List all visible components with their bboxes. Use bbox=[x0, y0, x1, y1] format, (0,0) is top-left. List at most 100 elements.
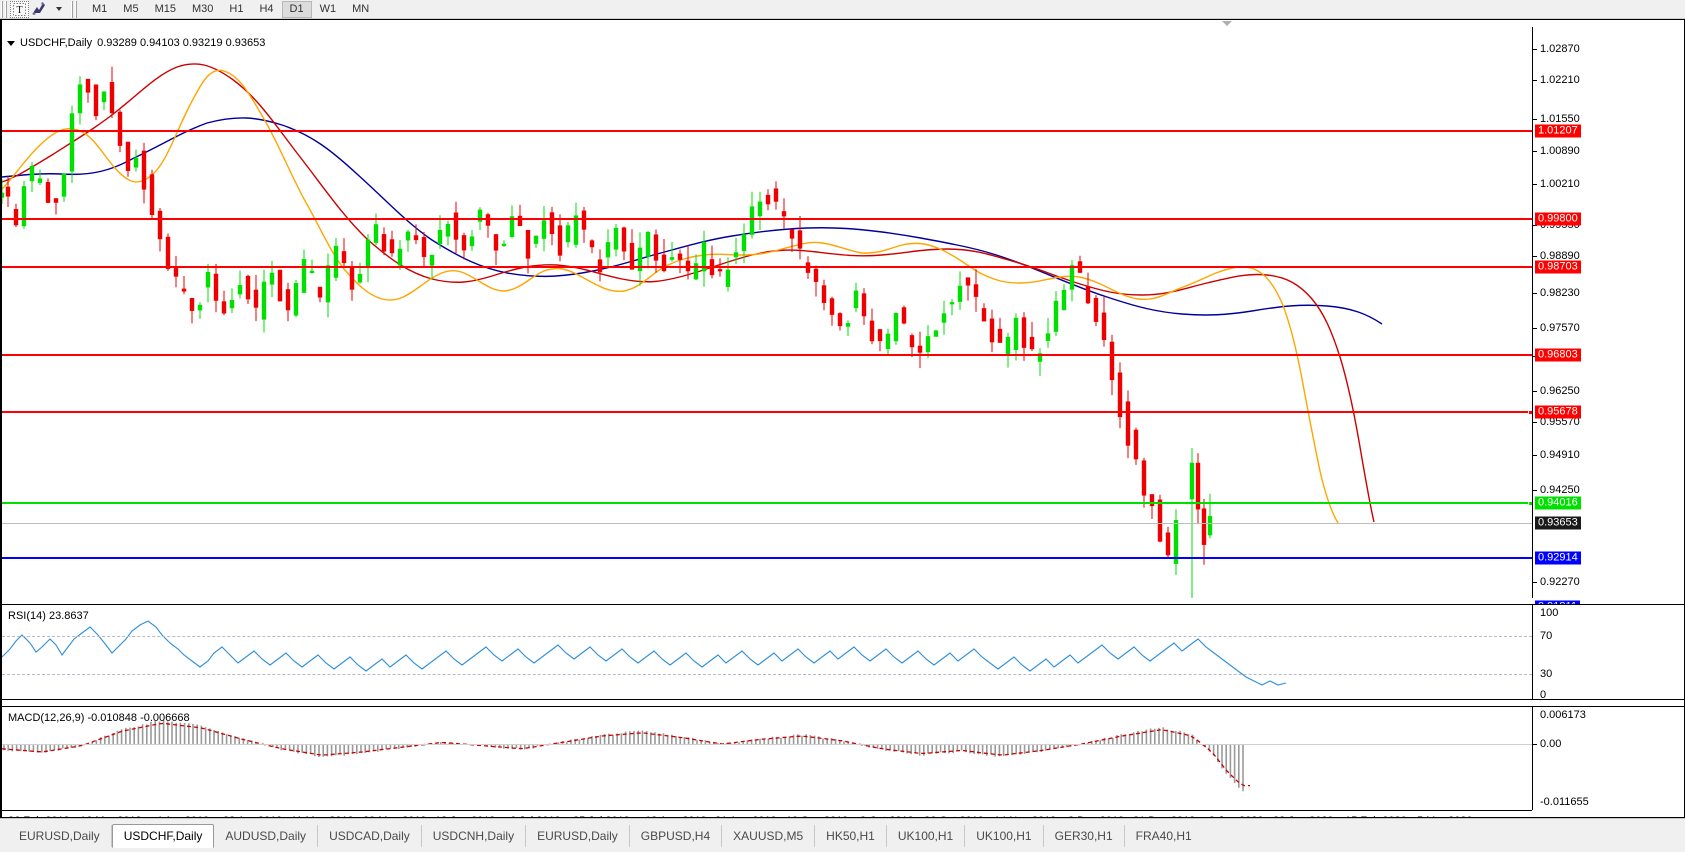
timeframe-button-h1[interactable]: H1 bbox=[229, 3, 244, 15]
rsi-plot-area[interactable] bbox=[2, 605, 1532, 699]
price-tick-label: 0.94250 bbox=[1540, 484, 1580, 496]
timeframe-button-mn[interactable]: MN bbox=[352, 3, 370, 15]
timeframe-button-h4[interactable]: H4 bbox=[259, 3, 274, 15]
candle-body bbox=[221, 301, 227, 314]
level-line-0-94016[interactable] bbox=[2, 502, 1532, 504]
price-level-chip-support[interactable]: 0.92914 bbox=[1535, 551, 1581, 565]
macd-axis[interactable]: 0.006173 0.00 -0.011655 bbox=[1532, 707, 1684, 810]
chart-tab-uk100-h1-10[interactable]: UK100,H1 bbox=[965, 825, 1044, 847]
level-line-1-01207[interactable] bbox=[2, 130, 1532, 132]
chart-tab-ger30-h1-11[interactable]: GER30,H1 bbox=[1044, 825, 1125, 847]
date-tick-label: 9 Jan 2020 bbox=[1209, 815, 1263, 817]
price-tick-mark bbox=[1533, 582, 1537, 583]
candle-body bbox=[53, 198, 59, 203]
timeframe-button-m5[interactable]: M5 bbox=[123, 3, 139, 15]
chart-tab-usdchf-daily-1[interactable]: USDCHF,Daily bbox=[111, 824, 215, 848]
ma-fast-line bbox=[2, 69, 1339, 524]
timeframe-drag-handle[interactable] bbox=[71, 0, 78, 18]
macd-plot-area[interactable] bbox=[2, 707, 1532, 810]
level-line-0-92914[interactable] bbox=[2, 557, 1532, 559]
toolbar-drag-handle[interactable] bbox=[1, 0, 8, 18]
price-level-chip-support[interactable]: 0.94016 bbox=[1535, 496, 1581, 510]
indicators-dropdown-button[interactable] bbox=[48, 1, 67, 18]
date-tick-label: 8 Oct 2019 bbox=[860, 815, 914, 817]
candle-body bbox=[733, 252, 739, 258]
chart-tab-usdcad-daily-3[interactable]: USDCAD,Daily bbox=[318, 825, 422, 847]
chart-tab-uk100-h1-9[interactable]: UK100,H1 bbox=[887, 825, 966, 847]
level-line-handle[interactable] bbox=[1528, 501, 1532, 506]
level-line-0-93653[interactable] bbox=[2, 523, 1532, 524]
price-level-chip-resistance[interactable]: 0.96803 bbox=[1535, 348, 1581, 362]
rsi-axis[interactable]: 100 70 30 0 bbox=[1532, 605, 1684, 701]
chart-tab-fra40-h1-12[interactable]: FRA40,H1 bbox=[1135, 829, 1192, 843]
chart-tab-audusd-daily-2[interactable]: AUDUSD,Daily bbox=[214, 825, 319, 847]
rsi-indicator-label[interactable]: RSI(14) 23.8637 bbox=[8, 610, 89, 622]
candle-body bbox=[141, 150, 147, 190]
candle-body bbox=[381, 234, 387, 252]
level-line-0-98703[interactable] bbox=[2, 266, 1532, 268]
macd-tick-label: 0.006173 bbox=[1540, 709, 1586, 721]
rsi-tick-label: 100 bbox=[1540, 607, 1559, 619]
indicators-tool-button[interactable] bbox=[29, 1, 48, 18]
candle-body bbox=[685, 260, 691, 272]
candle-body bbox=[101, 91, 107, 103]
collapse-triangle-icon[interactable] bbox=[7, 40, 15, 46]
candle-body bbox=[1101, 312, 1107, 341]
candle-body bbox=[885, 333, 891, 350]
price-level-chip-resistance[interactable]: 0.98703 bbox=[1535, 260, 1581, 274]
date-axis[interactable]: 26 Feb 2019 16 Mar 2019 4 Apr 2019 23 Apr 2… bbox=[2, 810, 1532, 817]
svg-text:T: T bbox=[16, 5, 22, 16]
date-tick-label: 16 Mar 2019 bbox=[80, 815, 142, 817]
chart-scroll-area[interactable] bbox=[4, 20, 1684, 27]
candle-body bbox=[309, 270, 315, 273]
price-plot-area[interactable] bbox=[2, 27, 1532, 598]
price-tick-label: 0.94910 bbox=[1540, 449, 1580, 461]
candle-body bbox=[1029, 336, 1035, 350]
chart-tab-gbpusd-h4-6[interactable]: GBPUSD,H4 bbox=[630, 825, 723, 847]
crosshair-text-tool-button[interactable]: T bbox=[10, 0, 29, 18]
price-pane: 1.028701.022101.015501.008901.002100.995… bbox=[2, 27, 1684, 626]
candle-body bbox=[21, 186, 27, 227]
price-tick-label: 0.98230 bbox=[1540, 287, 1580, 299]
level-line-0-96803[interactable] bbox=[2, 354, 1532, 356]
price-level-chip-last-price[interactable]: 0.93653 bbox=[1535, 516, 1581, 530]
candle-body bbox=[125, 141, 131, 171]
candle-body bbox=[229, 299, 235, 309]
price-level-chip-resistance[interactable]: 0.99800 bbox=[1535, 212, 1581, 226]
candle-body bbox=[357, 273, 363, 283]
level-line-handle[interactable] bbox=[1528, 410, 1532, 415]
candle-body bbox=[301, 259, 307, 293]
candle-body bbox=[1085, 286, 1091, 304]
candle-body bbox=[1013, 317, 1019, 351]
price-level-chip-resistance[interactable]: 0.95678 bbox=[1535, 405, 1581, 419]
price-level-chip-resistance[interactable]: 1.01207 bbox=[1535, 124, 1581, 138]
price-tick-label: 0.96250 bbox=[1540, 385, 1580, 397]
rsi-tick-label: 30 bbox=[1540, 668, 1553, 680]
level-line-0-99800[interactable] bbox=[2, 218, 1532, 220]
candle-body bbox=[517, 215, 523, 227]
price-axis[interactable]: 1.028701.022101.015501.008901.002100.995… bbox=[1532, 27, 1684, 626]
price-tick-mark bbox=[1533, 184, 1537, 185]
timeframe-button-m1[interactable]: M1 bbox=[92, 3, 108, 15]
chart-tab-hk50-h1-8[interactable]: HK50,H1 bbox=[815, 825, 887, 847]
candle-body bbox=[453, 212, 459, 240]
timeframe-button-m15[interactable]: M15 bbox=[154, 3, 176, 15]
chart-tab-eurusd-daily-0[interactable]: EURUSD,Daily bbox=[8, 825, 112, 847]
candle-body bbox=[853, 290, 859, 309]
candle-body bbox=[1141, 460, 1147, 496]
candle-body bbox=[29, 165, 35, 182]
timeframe-button-d1[interactable]: D1 bbox=[281, 0, 312, 18]
candle-body bbox=[77, 84, 83, 114]
timeframe-button-m30[interactable]: M30 bbox=[191, 3, 214, 15]
macd-indicator-label[interactable]: MACD(12,26,9) -0.010848 -0.006668 bbox=[8, 712, 190, 724]
chart-tab-xauusd-m5-7[interactable]: XAUUSD,M5 bbox=[722, 825, 816, 847]
chart-tab-usdcnh-daily-4[interactable]: USDCNH,Daily bbox=[422, 825, 527, 847]
timeframe-button-w1[interactable]: W1 bbox=[319, 3, 337, 15]
chevron-down-icon bbox=[55, 7, 62, 11]
price-tick-mark bbox=[1533, 80, 1537, 81]
price-tick-label: 0.95570 bbox=[1540, 416, 1580, 428]
chart-tab-eurusd-daily-5[interactable]: EURUSD,Daily bbox=[526, 825, 630, 847]
level-line-0-95678[interactable] bbox=[2, 411, 1532, 413]
candle-body bbox=[413, 235, 419, 241]
candlestick-series bbox=[2, 66, 1213, 598]
